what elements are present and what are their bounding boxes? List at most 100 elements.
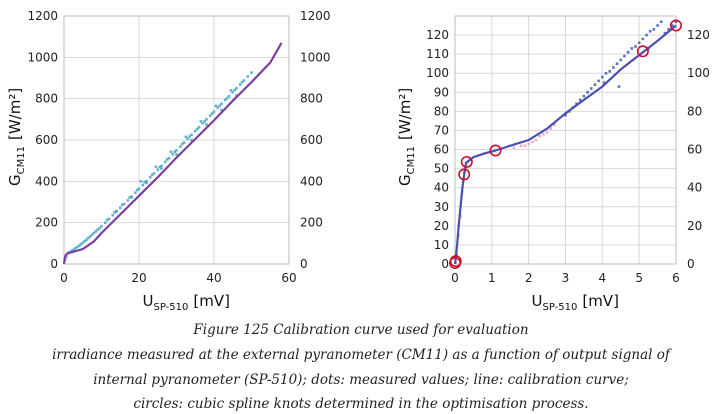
data-point (659, 20, 663, 24)
data-point (126, 199, 130, 202)
y-tick-label: 90 (434, 85, 449, 99)
y-tick-label: 60 (434, 143, 449, 157)
plot-frame (454, 15, 677, 265)
data-point (190, 138, 193, 142)
y-tick-label: 800 (35, 92, 58, 106)
data-point (197, 125, 201, 129)
data-point (212, 110, 216, 113)
y-tick-label: 0 (441, 257, 449, 271)
data-point (75, 245, 79, 249)
data-point (520, 144, 523, 148)
data-point (175, 149, 178, 152)
data-point (229, 89, 233, 92)
figure-caption-line-1: Figure 125 Calibration curve used for ev… (193, 322, 529, 338)
right-y-tick-label: 400 (300, 174, 323, 188)
y-tick-label: 1000 (27, 50, 58, 64)
data-point (81, 241, 85, 245)
spline-knot (458, 168, 471, 181)
data-point (73, 247, 77, 250)
data-point (160, 167, 163, 170)
x-tick-label: 4 (599, 271, 607, 285)
data-point (184, 135, 188, 139)
data-point (158, 165, 161, 169)
y-tick-label: 20 (434, 219, 449, 233)
data-point (199, 120, 203, 123)
data-point (216, 106, 220, 110)
data-point (231, 90, 235, 94)
data-point (623, 54, 626, 58)
data-point (205, 123, 208, 126)
data-point (674, 20, 678, 24)
data-point (578, 98, 582, 102)
data-point (586, 91, 589, 94)
right-y-tick-label: 0 (300, 257, 308, 271)
right-y-tick-label: 100 (687, 66, 710, 80)
right-y-tick-label: 40 (687, 181, 702, 195)
data-point (512, 146, 516, 149)
left-chart: 0200400600800100012000200400600800100012… (6, 9, 331, 313)
data-point (652, 28, 656, 31)
data-point (549, 127, 553, 130)
right-chart: 0102030405060708090100110120020406080100… (396, 15, 710, 313)
y-tick-label: 1200 (27, 9, 58, 23)
x-tick-label: 6 (672, 271, 680, 285)
right-y-tick-label: 60 (687, 143, 702, 157)
calibration-curve (62, 42, 283, 265)
data-point (175, 153, 178, 156)
data-point (98, 226, 101, 230)
data-point (235, 87, 238, 90)
data-point (150, 173, 154, 177)
data-point (626, 50, 630, 54)
data-point (534, 138, 538, 142)
data-point (137, 187, 141, 191)
spline-knot (636, 45, 649, 58)
x-tick-label: 60 (281, 271, 296, 285)
data-point (663, 31, 667, 35)
data-point (223, 98, 227, 102)
y-tick-label: 10 (434, 238, 449, 252)
y-tick-label: 600 (35, 133, 58, 147)
y-tick-label: 30 (434, 200, 449, 214)
data-point (90, 233, 94, 236)
right-y-tick-label: 1200 (300, 9, 331, 23)
data-point (225, 96, 229, 100)
data-point (171, 152, 175, 156)
data-point (133, 191, 137, 194)
data-point (135, 188, 139, 192)
y-tick-label: 80 (434, 104, 449, 118)
data-point (201, 121, 205, 125)
data-point (118, 206, 122, 210)
data-point (83, 239, 86, 243)
data-point (180, 142, 184, 146)
data-point (233, 88, 236, 92)
figure-caption-line-2: irradiance measured at the external pyra… (52, 347, 670, 363)
spline-knot (669, 19, 682, 32)
data-point (220, 102, 223, 106)
right-y-tick-label: 600 (300, 133, 323, 147)
data-point (141, 183, 145, 187)
data-point (227, 94, 231, 98)
data-point (218, 104, 221, 108)
data-point (139, 180, 143, 183)
right-y-tick-label: 120 (687, 28, 710, 42)
data-point (70, 249, 73, 253)
x-tick-label: 0 (60, 271, 68, 285)
x-axis-label: USP-510 [mV] (532, 292, 619, 313)
data-point (113, 211, 116, 214)
y-axis-label: GCM11[W/m²] (396, 88, 417, 186)
data-point (582, 94, 586, 98)
data-point (615, 62, 619, 65)
data-point (597, 79, 600, 83)
data-point (656, 24, 659, 27)
data-point (238, 83, 242, 86)
data-point (634, 45, 637, 48)
data-point (527, 142, 530, 146)
right-y-tick-label: 20 (687, 219, 702, 233)
y-tick-label: 0 (50, 257, 58, 271)
data-point (160, 164, 163, 168)
data-point (88, 235, 92, 238)
data-point (205, 118, 208, 121)
data-point (542, 132, 545, 136)
data-point (165, 158, 169, 161)
